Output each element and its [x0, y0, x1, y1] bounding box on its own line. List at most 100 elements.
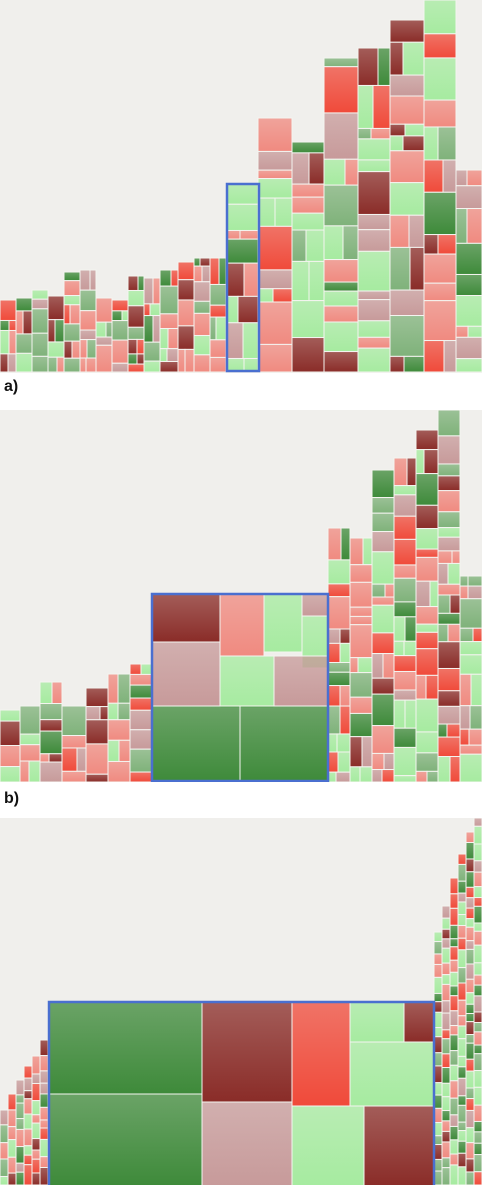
treemap-cell	[151, 705, 241, 782]
treemap-cell	[0, 299, 17, 321]
treemap-cell	[473, 1053, 482, 1071]
treemap-cell	[473, 962, 482, 976]
treemap-cell	[166, 348, 179, 363]
treemap-cell	[177, 348, 186, 373]
treemap-cell	[371, 604, 395, 634]
treemap-cell	[143, 315, 154, 343]
treemap-cell	[357, 229, 391, 252]
treemap-cell	[323, 305, 359, 323]
treemap-cell	[451, 550, 461, 564]
treemap-cell	[457, 982, 467, 1001]
treemap-cell	[323, 184, 359, 227]
treemap-cell	[473, 995, 482, 1013]
treemap-cell	[349, 624, 373, 659]
treemap-cell	[459, 753, 482, 782]
treemap-cell	[48, 753, 63, 763]
treemap-cell	[423, 126, 439, 161]
treemap-cell	[291, 260, 310, 302]
treemap-cell	[404, 699, 417, 729]
treemap-cell	[99, 706, 109, 721]
treemap-cell	[61, 770, 87, 782]
treemap-cell	[118, 739, 131, 762]
treemap-cell	[433, 941, 443, 955]
treemap-cell	[327, 733, 338, 753]
treemap-cell	[457, 1066, 467, 1079]
treemap-cell	[257, 150, 293, 171]
treemap-cell	[423, 340, 445, 373]
treemap-cell	[327, 583, 351, 598]
treemap-cell	[449, 1050, 459, 1066]
treemap-cell	[15, 1094, 25, 1104]
treemap-cell	[433, 992, 443, 1003]
treemap-cell	[457, 1152, 467, 1168]
treemap-cell	[54, 319, 65, 343]
treemap-cell	[349, 537, 364, 566]
treemap-cell	[15, 1079, 25, 1096]
treemap-cell	[437, 463, 461, 477]
treemap-cell	[423, 234, 439, 255]
treemap-cell	[177, 279, 195, 301]
treemap-cell	[457, 853, 467, 865]
treemap-cell	[393, 616, 406, 642]
treemap-cell	[308, 152, 325, 185]
treemap-cell	[159, 269, 172, 287]
treemap-cell	[447, 623, 461, 643]
treemap-cell	[357, 299, 391, 322]
treemap-cell	[263, 593, 303, 653]
treemap-cell	[63, 271, 81, 282]
treemap-cell	[437, 536, 461, 552]
treemap-cell	[437, 490, 461, 513]
treemap-cell	[85, 773, 109, 782]
treemap-cell	[31, 1082, 41, 1102]
treemap-cell	[340, 527, 351, 561]
treemap-cell	[441, 974, 451, 985]
treemap-cell	[349, 1001, 405, 1043]
treemap-cell	[342, 225, 359, 261]
treemap-cell	[31, 1149, 41, 1160]
treemap-cell	[39, 1093, 49, 1108]
treemap-cell	[31, 1100, 41, 1116]
treemap-cell	[39, 681, 53, 704]
treemap-cell	[111, 339, 129, 364]
treemap-cell	[441, 1130, 451, 1143]
treemap-cell	[423, 282, 457, 302]
treemap-cell	[437, 550, 453, 564]
treemap-cell	[23, 1128, 33, 1147]
treemap-cell	[31, 1122, 41, 1140]
treemap-cell	[362, 537, 373, 566]
treemap-cell	[473, 1154, 482, 1173]
treemap-cell	[291, 1001, 351, 1107]
treemap-cell	[441, 1141, 451, 1159]
treemap-cell	[465, 1142, 475, 1160]
treemap-cell	[8, 329, 17, 355]
treemap-cell	[372, 84, 391, 129]
treemap-cell	[449, 893, 459, 909]
treemap-cell	[349, 712, 373, 738]
treemap-cell	[7, 1109, 17, 1128]
treemap-cell	[339, 642, 351, 663]
treemap-cell	[357, 657, 373, 674]
treemap-cell	[323, 225, 344, 261]
treemap-cell	[389, 123, 406, 137]
treemap-cell	[402, 41, 425, 76]
treemap-cell	[437, 705, 461, 725]
treemap-cell	[31, 289, 49, 300]
treemap-cell	[437, 475, 461, 492]
treemap-cell	[473, 1011, 482, 1023]
treemap-c	[0, 818, 482, 1185]
treemap-cell	[473, 930, 482, 946]
treemap-cell	[389, 315, 425, 357]
treemap-cell	[0, 1124, 9, 1144]
treemap-cell	[457, 901, 467, 916]
treemap-cell	[209, 316, 217, 341]
treemap-cell	[117, 673, 131, 704]
treemap-cell	[465, 871, 475, 888]
treemap-cell	[291, 196, 325, 214]
treemap-cell	[473, 1086, 482, 1106]
treemap-cell	[323, 259, 359, 283]
treemap-cell	[7, 353, 17, 373]
treemap-cell	[449, 946, 459, 961]
treemap-cell	[225, 203, 259, 231]
treemap-cell	[382, 653, 395, 679]
treemap-cell	[337, 751, 351, 773]
